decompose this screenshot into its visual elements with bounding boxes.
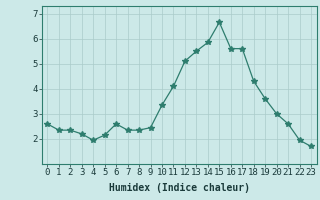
X-axis label: Humidex (Indice chaleur): Humidex (Indice chaleur) [109,183,250,193]
